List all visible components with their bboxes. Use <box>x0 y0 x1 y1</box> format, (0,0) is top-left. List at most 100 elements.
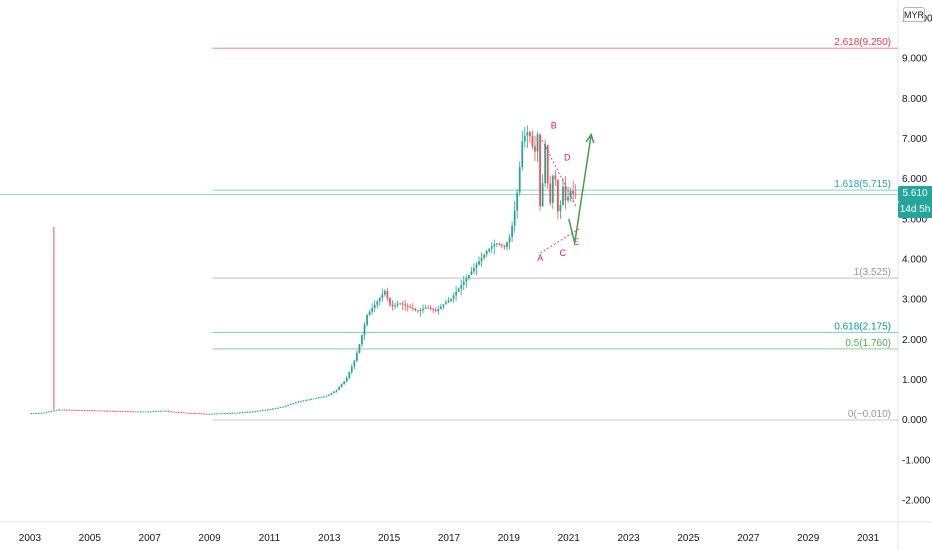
y-tick-label: 6.000 <box>902 174 927 185</box>
candle-body <box>182 412 185 414</box>
candle-body <box>101 410 104 412</box>
x-tick-label: 2005 <box>79 533 102 544</box>
candle-body <box>419 309 422 312</box>
candle-body <box>302 400 305 402</box>
candle-body <box>157 411 160 412</box>
candle-body <box>417 310 419 312</box>
candle-body <box>147 411 150 413</box>
candle-body <box>81 410 83 411</box>
candle-body <box>518 167 521 193</box>
candle-body <box>521 141 524 168</box>
y-tick-label: 0.000 <box>902 415 927 426</box>
candle-body <box>401 303 404 305</box>
candle-body <box>437 308 440 312</box>
candle-body <box>149 411 152 413</box>
candle-body <box>200 413 203 415</box>
candle-body <box>266 409 269 411</box>
candle-body <box>53 410 56 412</box>
candle-body <box>338 387 340 390</box>
candle-body <box>221 413 223 415</box>
candle-body <box>241 412 244 414</box>
candle-body <box>32 413 35 415</box>
candle-body <box>233 412 236 414</box>
candle-body <box>483 254 485 258</box>
candle-body <box>422 308 424 310</box>
y-tick-label: 9.000 <box>902 54 927 65</box>
candle-body <box>493 244 496 247</box>
fib-level-label: 0.618(2.175) <box>834 321 891 332</box>
triangle-trendline[interactable] <box>539 136 577 207</box>
candle-body <box>404 304 407 306</box>
y-tick-label: 3.000 <box>902 295 927 306</box>
candle-body <box>93 410 96 412</box>
candle-body <box>462 281 465 286</box>
candle-body <box>495 243 498 245</box>
candle-body <box>355 352 358 361</box>
candle-body <box>172 411 175 413</box>
candle-body <box>76 409 78 411</box>
candle-body <box>188 412 190 414</box>
candle-body <box>137 411 139 413</box>
candle-body <box>109 410 111 412</box>
candle-body <box>564 186 567 201</box>
candle-body <box>439 306 442 309</box>
candle-body <box>167 411 170 412</box>
candle-body <box>366 315 368 325</box>
candle-body <box>60 409 63 411</box>
candle-body <box>513 210 516 226</box>
currency-badge[interactable]: MYR <box>903 7 925 22</box>
candle-body <box>142 411 145 413</box>
y-tick-label: -1.000 <box>902 455 931 466</box>
candle-body <box>208 413 211 415</box>
candle-body <box>190 412 193 414</box>
candle-body <box>574 193 577 195</box>
candle-body <box>88 410 91 412</box>
candle-body <box>86 410 89 412</box>
candle-body <box>292 403 295 405</box>
candle-body <box>249 411 251 413</box>
candle-body <box>373 304 376 309</box>
candle-body <box>274 408 277 409</box>
projection-path[interactable] <box>568 134 592 244</box>
candle-body <box>411 307 414 309</box>
candle-body <box>475 264 478 269</box>
candle-body <box>139 411 142 413</box>
candle-body <box>399 303 402 305</box>
candle-body <box>223 413 226 414</box>
candle-body <box>531 135 534 147</box>
candle-body <box>162 410 165 412</box>
candle-body <box>210 413 213 415</box>
candle-body <box>264 409 267 411</box>
candle-body <box>134 411 137 413</box>
candle-body <box>460 285 463 289</box>
wave-label: D <box>564 153 571 163</box>
candle-body <box>503 245 506 247</box>
y-tick-label: 5.000 <box>902 214 927 225</box>
candle-body <box>269 409 272 410</box>
candle-body <box>226 413 229 414</box>
candle-body <box>516 192 519 211</box>
candle-body <box>152 411 155 413</box>
candle-body <box>45 412 48 413</box>
candle-body <box>132 411 134 413</box>
candle-body <box>427 307 430 309</box>
candle-body <box>501 244 503 246</box>
candle-body <box>485 250 488 255</box>
candle-body <box>442 304 445 307</box>
last-price-tag: 5.610 <box>898 186 932 203</box>
candle-body <box>376 301 379 305</box>
candle-body <box>312 398 315 400</box>
candle-body <box>450 298 452 301</box>
candle-body <box>381 294 384 298</box>
wave-label: B <box>551 120 557 130</box>
candle-body <box>91 410 94 412</box>
candle-body <box>528 132 531 136</box>
candle-body <box>238 412 241 414</box>
candle-body <box>40 412 43 414</box>
candle-body <box>30 413 33 415</box>
candle-body <box>279 407 282 409</box>
candle-body <box>154 411 157 412</box>
candle-body <box>55 409 58 411</box>
